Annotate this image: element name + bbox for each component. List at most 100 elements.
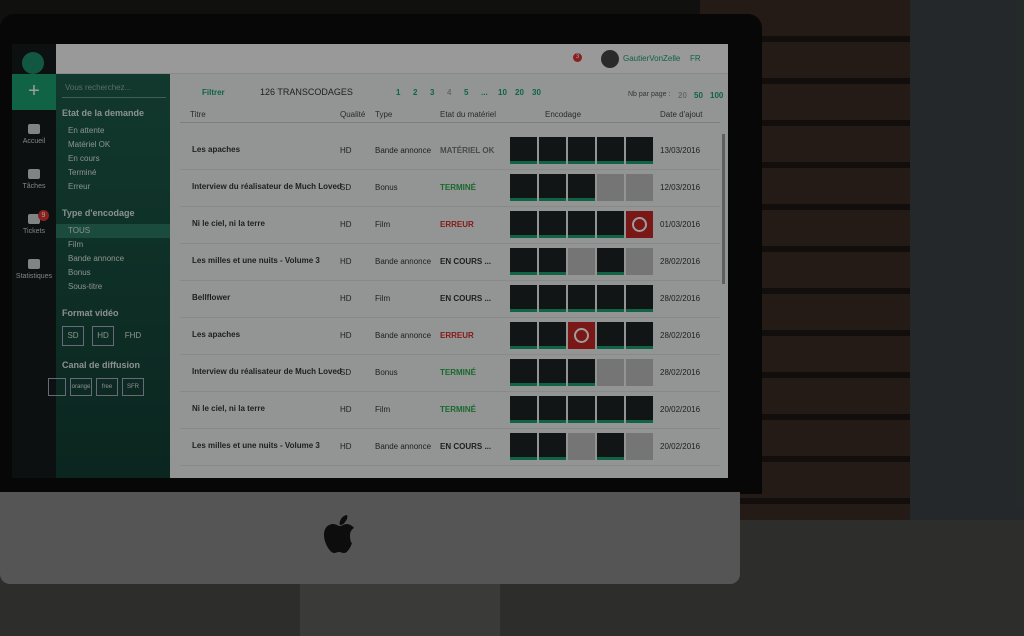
nav-label[interactable]: Statistiques	[15, 273, 53, 280]
filter-item[interactable]: Sous-titre	[68, 282, 103, 291]
nav-label[interactable]: Tâches	[22, 183, 46, 190]
encoding-tile	[539, 285, 566, 312]
encoding-tile	[539, 248, 566, 275]
per-page-option[interactable]: 20	[678, 91, 687, 100]
notification-badge: 3	[573, 53, 582, 62]
avatar[interactable]	[601, 50, 619, 68]
page-link[interactable]: 20	[515, 88, 524, 97]
page-link[interactable]: 5	[464, 88, 469, 97]
section-title[interactable]: Canal de diffusion	[62, 360, 141, 370]
result-count: 126 TRANSCODAGES	[260, 87, 353, 97]
row-quality: HD	[340, 331, 352, 340]
filter-item[interactable]: En attente	[68, 126, 105, 135]
filter-item[interactable]: Terminé	[68, 168, 97, 177]
filter-item[interactable]: Bande annonce	[68, 254, 125, 263]
filter-item[interactable]: TOUS	[68, 226, 91, 235]
nav-label[interactable]: Accueil	[22, 138, 46, 145]
row-quality: SD	[340, 183, 352, 192]
row-title: Les apaches	[192, 145, 241, 154]
scrollbar	[722, 134, 725, 284]
filter-item[interactable]: Bonus	[68, 268, 91, 277]
filter-item[interactable]: Matériel OK	[68, 140, 111, 149]
row-quality: HD	[340, 146, 352, 155]
encoding-tile	[539, 322, 566, 349]
nav-icon[interactable]	[28, 214, 40, 224]
page-link[interactable]: 4	[447, 88, 452, 97]
column-header[interactable]: Date d'ajout	[660, 110, 703, 119]
format-toggle[interactable]: HD	[92, 326, 114, 346]
encoding-tile	[568, 359, 595, 386]
column-header[interactable]: Qualité	[340, 110, 366, 119]
table-row[interactable]: Les apaches HD Bande annonce MATÉRIEL OK 13/…	[180, 134, 720, 170]
encoding-tile	[568, 433, 595, 460]
add-button[interactable]: +	[12, 74, 56, 110]
nav-icon[interactable]	[28, 124, 40, 134]
column-header[interactable]: Etat du matériel	[440, 110, 497, 119]
lang-select[interactable]: FR	[690, 54, 701, 63]
page-link[interactable]: 30	[532, 88, 541, 97]
row-quality: HD	[340, 257, 352, 266]
page-link[interactable]: 2	[413, 88, 418, 97]
encoding-tile	[510, 137, 537, 164]
channel-toggle[interactable]: orange	[70, 378, 92, 396]
column-header[interactable]: Type	[375, 110, 393, 119]
row-state: TERMINÉ	[440, 405, 476, 414]
page-link[interactable]: 1	[396, 88, 401, 97]
encoding-tile	[626, 433, 653, 460]
search-box[interactable]: Vous recherchez...	[62, 80, 166, 98]
filter-button[interactable]: Filtrer	[202, 88, 225, 97]
encoding-tile	[539, 137, 566, 164]
encoding-tile	[539, 211, 566, 238]
format-toggle[interactable]: SD	[62, 326, 84, 346]
encoding-tile	[626, 137, 653, 164]
table-row[interactable]: Interview du réalisateur de Much Loved SD…	[180, 356, 720, 392]
main: Filtrer 126 TRANSCODAGES 1 2 3 4 5... 10 20 30 Nb …	[170, 74, 728, 478]
channel-toggle[interactable]: SFR	[122, 378, 144, 396]
nav-icon[interactable]	[28, 259, 40, 269]
page-link[interactable]: ...	[481, 88, 488, 97]
page-link[interactable]: 3	[430, 88, 435, 97]
row-type: Bande annonce	[375, 331, 432, 340]
filter-item[interactable]: En cours	[68, 154, 100, 163]
per-page-option[interactable]: 100	[710, 91, 724, 100]
table-row[interactable]: Les milles et une nuits - Volume 3 HD Band…	[180, 430, 720, 466]
format-toggle[interactable]: FHD	[124, 331, 142, 340]
section-title[interactable]: Etat de la demande	[62, 108, 145, 118]
filter-panel: Vous recherchez... Etat de la demande En a…	[48, 74, 170, 478]
table-row[interactable]: Ni le ciel, ni la terre HD Film TERMINÉ 20/0…	[180, 393, 720, 429]
encoding-tile	[568, 396, 595, 423]
channel-toggle[interactable]	[48, 378, 66, 396]
nav-icon[interactable]	[28, 169, 40, 179]
table-row[interactable]: Les milles et une nuits - Volume 3 HD Band…	[180, 245, 720, 281]
encoding-tile	[597, 174, 624, 201]
row-quality: HD	[340, 442, 352, 451]
table-row[interactable]: Ni le ciel, ni la terre HD Film ERREUR 01/03…	[180, 208, 720, 244]
row-date: 28/02/2016	[660, 257, 701, 266]
column-header[interactable]: Titre	[190, 110, 206, 119]
row-type: Bonus	[375, 183, 398, 192]
row-state: ERREUR	[440, 220, 474, 229]
nav-label[interactable]: Tickets	[23, 228, 45, 235]
table-row[interactable]: Interview du réalisateur de Much Loved SD…	[180, 171, 720, 207]
user-name[interactable]: GautierVonZelle	[623, 54, 681, 63]
channel-toggle[interactable]: free	[96, 378, 118, 396]
monitor-stand	[300, 580, 500, 636]
filter-item[interactable]: Erreur	[68, 182, 91, 191]
page-link[interactable]: 10	[498, 88, 507, 97]
encoding-tile	[510, 322, 537, 349]
section-title[interactable]: Type d'encodage	[62, 208, 135, 218]
table-row[interactable]: Les apaches HD Bande annonce ERREUR 28/02/20…	[180, 319, 720, 355]
encoding-tile	[597, 396, 624, 423]
encoding-tile	[568, 211, 595, 238]
section-title[interactable]: Format vidéo	[62, 308, 119, 318]
encoding-tile	[597, 285, 624, 312]
per-page-option[interactable]: 50	[694, 91, 703, 100]
encoding-tile	[597, 137, 624, 164]
table-row[interactable]: Bellflower HD Film EN COURS ... 28/02/2016	[180, 282, 720, 318]
encoding-tile	[568, 174, 595, 201]
encoding-tile	[597, 248, 624, 275]
filter-item[interactable]: Film	[68, 240, 84, 249]
column-header[interactable]: Encodage	[545, 110, 582, 119]
row-title: Les milles et une nuits - Volume 3	[192, 256, 320, 265]
